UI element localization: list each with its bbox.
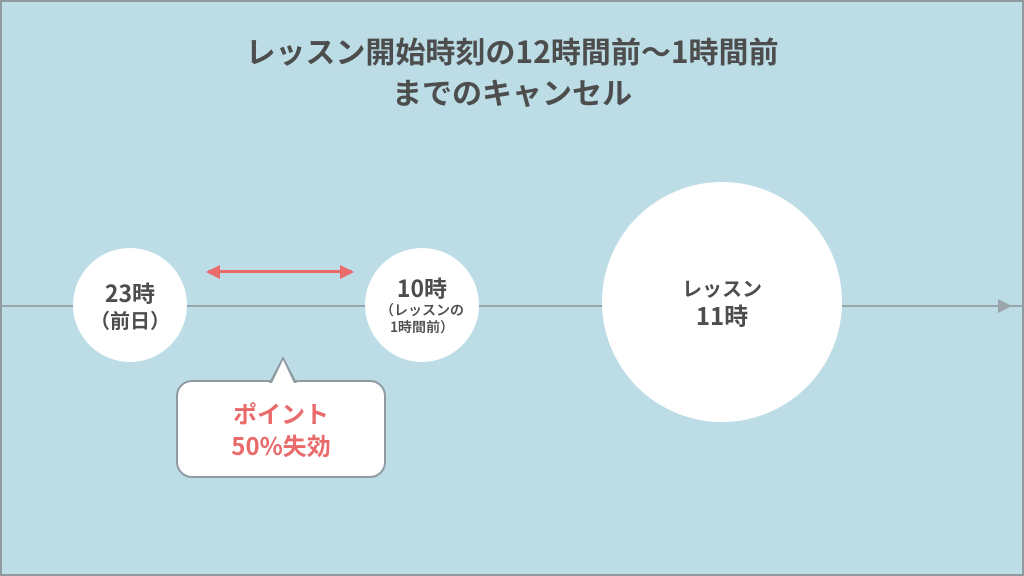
- timeline-arrowhead-icon: [998, 299, 1012, 313]
- diagram-title: レッスン開始時刻の12時間前〜1時間前 までのキャンセル: [2, 30, 1022, 111]
- lesson-time: 11時: [696, 300, 748, 330]
- cancel-window-arrow: [208, 270, 352, 273]
- prev-day-time: 23時: [105, 278, 155, 307]
- callout-line2: 50%失効: [231, 427, 330, 462]
- diagram-frame: レッスン開始時刻の12時間前〜1時間前 までのキャンセル 23時 （前日） 10…: [0, 0, 1024, 576]
- node-prev-day: 23時 （前日）: [73, 248, 187, 362]
- lesson-label: レッスン: [682, 275, 762, 300]
- callout-line1: ポイント: [233, 395, 329, 430]
- title-line1: レッスン開始時刻の12時間前〜1時間前: [245, 28, 778, 72]
- node-one-hour-before: 10時 （レッスンの 1時間前）: [365, 248, 479, 362]
- node-lesson: レッスン 11時: [602, 182, 842, 422]
- callout-text: ポイント 50%失効: [231, 397, 330, 462]
- prev-day-sub: （前日）: [90, 307, 170, 332]
- one-hour-time: 10時: [397, 273, 447, 302]
- penalty-callout: ポイント 50%失効: [176, 380, 386, 478]
- callout-tail-fill: [272, 360, 294, 383]
- one-hour-sub2: 1時間前）: [390, 319, 454, 337]
- title-line2: までのキャンセル: [392, 69, 632, 113]
